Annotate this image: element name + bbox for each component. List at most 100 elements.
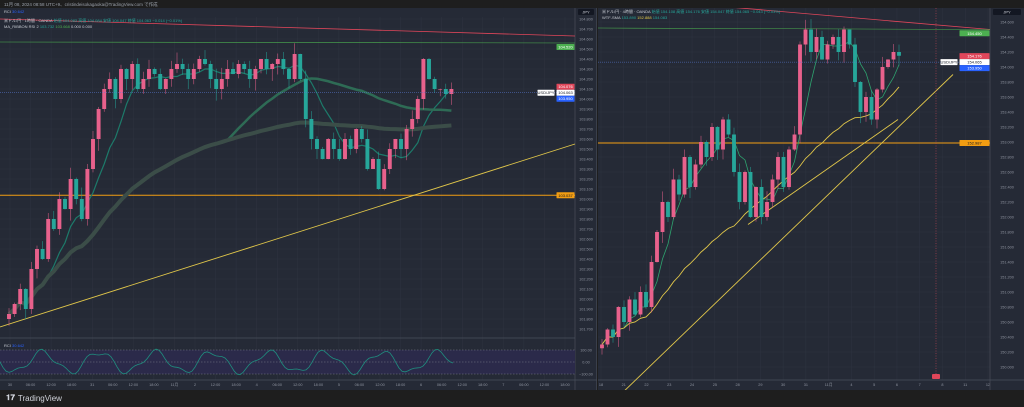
price-axis-label: 101.700 [579,328,593,332]
candle-body [864,97,868,112]
price-tag-last-bg [959,59,990,66]
symbol-tag-bg [537,89,555,96]
price-axis-label: 103.200 [579,178,593,182]
candle-body [242,64,247,69]
symbol-info[interactable]: 米ドル/円 · 4時間 · OANDA [602,9,651,14]
price-axis-label: 103.100 [579,188,593,192]
moving-average-line [7,120,452,316]
price-axis-label: 103.600 [579,138,593,142]
time-axis-label: 12:00 [540,383,550,387]
time-axis-label: 06:00 [437,383,447,387]
time-axis-label: 4 [256,383,258,387]
time-axis-label: 30 [781,383,785,387]
support-trend-line [0,143,576,328]
time-axis-label: 06:00 [355,383,365,387]
sma-value-2: 152.888 [637,15,652,20]
time-axis-label: 25 [713,383,717,387]
time-axis-label: 18:00 [396,383,406,387]
candle-body [18,289,23,304]
candle-body [309,119,314,139]
candle-body [281,59,286,69]
currency-badge-bg [578,9,594,15]
candle-body [820,37,824,60]
price-axis-label: 102.300 [579,268,593,272]
candle-body [897,52,901,56]
ohlc-open: 始値 104.083 [53,18,78,23]
candle-body [421,59,426,99]
horizontal-line-green [0,41,576,44]
snapshot-title: 11月 08, 2024 08:58 UTC+9、cristindeisokag… [0,0,1024,8]
time-axis-label: 11月 [825,382,833,387]
candle-body [40,249,45,259]
candle-body [410,119,415,129]
candle-body [292,54,297,79]
time-axis-label: 7 [502,383,504,387]
candle-body [387,149,392,169]
candle-body [287,69,291,79]
candle-body [649,262,654,307]
right-chart-canvas[interactable]: 154.600 154.400 154.200 154.000 153.800 153.6… [597,0,1024,398]
candle-body [180,64,185,69]
price-axis-label: 152.400 [1000,186,1014,190]
price-axis-label: 153.200 [1000,126,1014,130]
rci-band [0,350,575,374]
indicator-name[interactable]: WTF-SMA [602,15,621,20]
left-chart-panel[interactable]: 104.800 104.700 104.600 104.500 104.400 104.3… [0,8,597,390]
price-axis-label: 103.800 [579,118,593,122]
price-axis-label: 153.000 [1000,141,1014,145]
left-chart-canvas[interactable]: 104.800 104.700 104.600 104.500 104.400 104.3… [0,8,597,390]
left-indicator-legend[interactable]: MA_RIBBON RSI 2 103.732 103.668 0.000 0.… [4,24,92,29]
time-axis-label: 06:00 [272,383,282,387]
candle-body [320,149,325,159]
time-axis-label: 18:00 [149,383,159,387]
price-tag-high: 154.176 [967,54,982,59]
candle-body [627,299,632,322]
candle-body [359,129,364,139]
candle-body [214,79,219,89]
symbol-info[interactable]: 米ドル/円 · 1時間 · OANDA [4,18,53,23]
ohlc-low: 安値 154.047 [700,9,725,14]
candle-body [633,299,637,315]
ohlc-open: 始値 154.108 [651,9,676,14]
candle-body [74,179,79,199]
candle-body [715,127,720,150]
left-symbol-legend[interactable]: 米ドル/円 · 1時間 · OANDA 始値 104.083 高値 104.08… [4,18,182,24]
price-axis-label: 150.800 [1000,306,1014,310]
candle-body [605,329,610,345]
candle-body [765,202,769,217]
candle-body [158,74,163,89]
time-axis-label: 12 [986,383,990,387]
ma-value-4: 0.000 [82,24,93,29]
rci-pane-label: RCI [4,343,11,348]
candle-body [622,307,626,322]
symbol-tag: USD/JPY [941,60,958,65]
price-axis-label: 102.900 [579,208,593,212]
price-tag-low-bg [556,95,575,102]
right-symbol-legend[interactable]: 米ドル/円 · 4時間 · OANDA 始値 154.108 高値 154.17… [602,9,780,15]
candle-body [96,109,101,139]
candle-body [393,139,398,149]
price-axis-label: 104.500 [579,48,593,52]
ohlc-change: −0.043 (−0.03%) [750,9,781,14]
indicator-name[interactable]: MA_RIBBON RSI 2 [4,24,39,29]
price-tag-high-bg [556,83,575,90]
time-axis-label: 06:00 [108,383,118,387]
candle-body [798,44,802,135]
left-rci-top-legend: RCI 30.642 [4,9,24,14]
candle-body [671,179,676,217]
price-tag-support-bg [959,139,990,146]
time-axis-label: 18:00 [560,383,570,387]
price-axis-label: 152.000 [1000,216,1014,220]
right-chart-panel[interactable]: 154.600 154.400 154.200 154.000 153.800 153.6… [597,0,1024,398]
candle-body [842,29,846,52]
right-indicator-legend[interactable]: WTF-SMA 153.890 152.888 154.083 [602,15,667,20]
candle-body [331,139,336,149]
candle-body [415,99,420,119]
price-axis-label: 153.600 [1000,96,1014,100]
price-tag-low: 153.950 [967,66,982,71]
price-axis-label: 104.600 [579,38,593,42]
price-axis-label: 154.400 [1000,36,1014,40]
candle-body [404,129,409,149]
candle-body [432,79,437,89]
candle-body [337,149,342,159]
